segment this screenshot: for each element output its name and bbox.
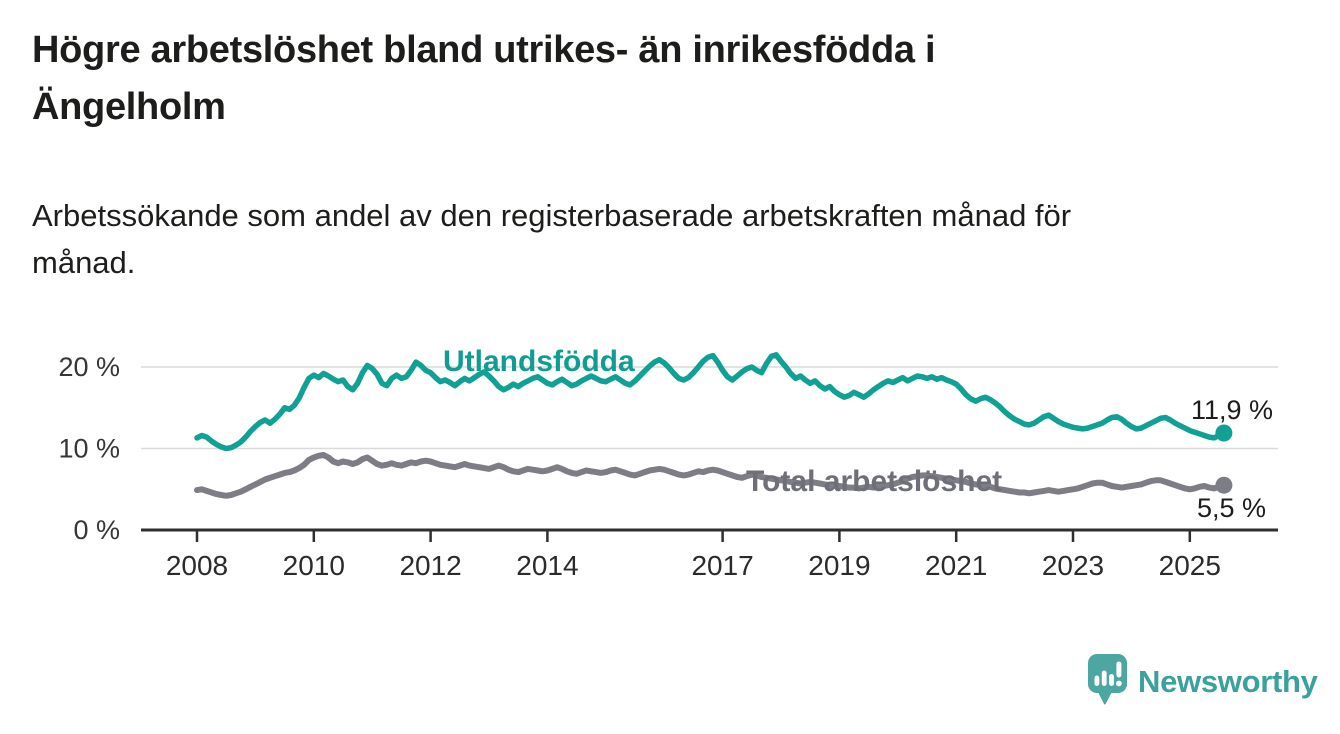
x-tick-label-2008: 2008: [166, 550, 228, 581]
x-tick-label-2023: 2023: [1042, 550, 1104, 581]
x-tick-label-2012: 2012: [399, 550, 461, 581]
series-line-utlandsfodda: [194, 352, 1227, 452]
series-end-label-total-arbetsloshet: 5,5 %: [1197, 493, 1266, 523]
y-tick-label-0: 0 %: [73, 515, 120, 545]
y-tick-label-10: 10 %: [58, 434, 120, 464]
newsworthy-wordmark: Newsworthy: [1138, 664, 1318, 699]
x-tick-label-2021: 2021: [925, 550, 987, 581]
y-tick-label-20: 20 %: [58, 352, 120, 382]
newsworthy-logo: Newsworthy: [1085, 652, 1335, 712]
series-end-dot-utlandsfodda: [1215, 424, 1233, 442]
newsworthy-logo-icon: [1088, 654, 1127, 705]
chart-subtitle-line-2: månad.: [32, 245, 136, 280]
page-title-line-2: Ängelholm: [32, 86, 226, 128]
series-label-total-arbetsloshet: Total arbetslöshet: [746, 465, 1002, 498]
page-title: Högre arbetslöshet bland utrikes- än inr…: [32, 22, 1292, 136]
series-label-utlandsfodda: Utlandsfödda: [443, 345, 635, 378]
x-tick-label-2014: 2014: [516, 550, 578, 581]
page-title-line-1: Högre arbetslöshet bland utrikes- än inr…: [32, 29, 936, 71]
series-end-label-utlandsfodda: 11,9 %: [1191, 395, 1273, 425]
x-tick-label-2019: 2019: [808, 550, 870, 581]
chart-subtitle-line-1: Arbetssökande som andel av den registerb…: [32, 198, 1072, 233]
x-tick-label-2025: 2025: [1159, 550, 1221, 581]
series-end-dot-total-arbetsloshet: [1215, 476, 1233, 494]
series-line-total-arbetsloshet: [194, 452, 1227, 499]
x-tick-label-2010: 2010: [283, 550, 345, 581]
x-tick-label-2017: 2017: [691, 550, 753, 581]
chart-subtitle: Arbetssökande som andel av den registerb…: [32, 192, 1292, 286]
